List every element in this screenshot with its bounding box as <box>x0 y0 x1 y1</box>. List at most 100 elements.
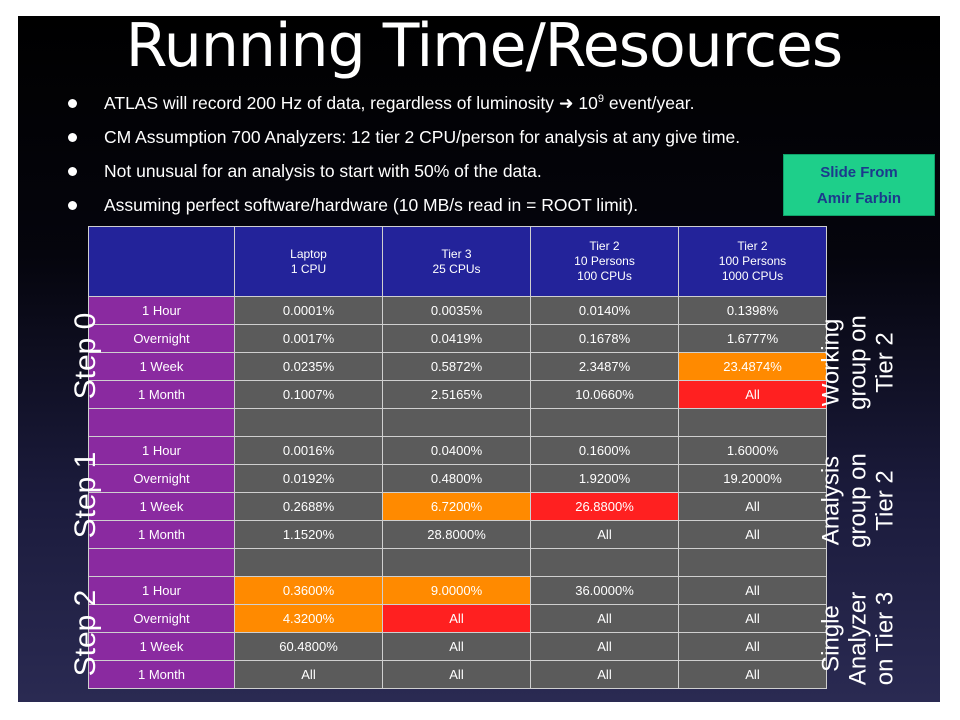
column-header: Tier 2 100 Persons 1000 CPUs <box>678 226 827 297</box>
exponent: 9 <box>597 93 604 106</box>
table-cell: 0.0419% <box>382 324 531 353</box>
row-label: Overnight <box>88 464 235 493</box>
group-label-line: Working <box>817 318 845 407</box>
table-cell: 0.0192% <box>234 464 383 493</box>
table-cell: 0.0235% <box>234 352 383 381</box>
table-row: 1 Month All All All All <box>88 660 827 689</box>
table-cell: 0.0140% <box>530 296 679 325</box>
table-cell: All <box>678 520 827 549</box>
table-cell: All <box>530 604 679 633</box>
table-cell <box>530 408 679 437</box>
table-row: 1 Week 0.0235% 0.5872% 2.3487% 23.4874% <box>88 352 827 381</box>
resource-table: Laptop 1 CPU Tier 3 25 CPUs Tier 2 10 Persons… <box>88 226 827 689</box>
row-label: 1 Hour <box>88 436 235 465</box>
table-cell: 23.4874% <box>678 352 827 381</box>
table-cell: 36.0000% <box>530 576 679 605</box>
group-label: Working group on Tier 2 <box>818 293 899 433</box>
row-label <box>88 408 235 437</box>
row-label <box>88 548 235 577</box>
row-label: Overnight <box>88 324 235 353</box>
table-cell: 6.7200% <box>382 492 531 521</box>
table-cell: All <box>530 632 679 661</box>
table-header-row: Laptop 1 CPU Tier 3 25 CPUs Tier 2 10 Persons… <box>88 226 827 297</box>
table-cell: 0.0001% <box>234 296 383 325</box>
column-header-line: 100 CPUs <box>577 269 632 283</box>
column-header-line: 25 CPUs <box>432 261 481 276</box>
row-label: 1 Week <box>88 492 235 521</box>
group-label: Analysis group on Tier 2 <box>818 431 899 571</box>
column-header-line: 1000 CPUs <box>721 269 784 283</box>
bullet-text: CM Assumption 700 Analyzers: 12 tier 2 C… <box>104 127 741 147</box>
table-cell <box>382 548 531 577</box>
table-cell: 28.8000% <box>382 520 531 549</box>
table-cell: 9.0000% <box>382 576 531 605</box>
table-cell: 4.3200% <box>234 604 383 633</box>
group-label-line: on Tier 3 <box>871 591 899 686</box>
table-cell: 0.1398% <box>678 296 827 325</box>
table-cell <box>382 408 531 437</box>
table-cell: 0.4800% <box>382 464 531 493</box>
column-header: Tier 3 25 CPUs <box>382 226 531 297</box>
table-cell <box>234 548 383 577</box>
bullet-text: ATLAS will record 200 Hz of data, regard… <box>104 93 559 113</box>
table-cell: 0.0017% <box>234 324 383 353</box>
column-header-line: 1 CPU <box>290 261 327 276</box>
table-cell <box>678 408 827 437</box>
table-cell: 0.1007% <box>234 380 383 409</box>
table-cell <box>530 548 679 577</box>
row-label: 1 Week <box>88 352 235 381</box>
table-row: 1 Month 0.1007% 2.5165% 10.0660% All <box>88 380 827 409</box>
table-cell: 0.1600% <box>530 436 679 465</box>
bullet-item: CM Assumption 700 Analyzers: 12 tier 2 C… <box>58 120 918 154</box>
table-cell: All <box>530 660 679 689</box>
table-cell: All <box>678 660 827 689</box>
table-cell: 2.3487% <box>530 352 679 381</box>
bullet-text: Not unusual for an analysis to start wit… <box>104 161 542 181</box>
table-cell <box>234 408 383 437</box>
table-cell: All <box>678 632 827 661</box>
bullet-item: Not unusual for an analysis to start wit… <box>58 154 918 188</box>
table-row: Overnight 4.3200% All All All <box>88 604 827 633</box>
column-header-line: Tier 2 <box>737 239 768 253</box>
step-label: Step 2 <box>69 589 102 677</box>
step-label: Step 0 <box>69 312 102 400</box>
table-cell: All <box>678 576 827 605</box>
table-cell: 10.0660% <box>530 380 679 409</box>
column-header-line: Tier 3 <box>441 246 472 261</box>
table-cell <box>678 548 827 577</box>
group-label: Single Analyzer on Tier 3 <box>818 569 899 703</box>
bullet-item: Assuming perfect software/hardware (10 M… <box>58 188 918 222</box>
group-label-line: Analyzer <box>844 591 872 686</box>
table-row: 1 Week 60.4800% All All All <box>88 632 827 661</box>
table-cell: All <box>382 660 531 689</box>
table-cell: 0.0035% <box>382 296 531 325</box>
table-cell: 0.5872% <box>382 352 531 381</box>
source-note: Slide From Amir Farbin <box>783 154 935 216</box>
table-cell: 2.5165% <box>382 380 531 409</box>
row-label: 1 Month <box>88 660 235 689</box>
row-label: 1 Month <box>88 520 235 549</box>
group-label-line: Tier 2 <box>871 332 899 393</box>
bullet-dot-icon <box>68 133 77 142</box>
bullet-dot-icon <box>68 167 77 176</box>
table-cell: All <box>678 492 827 521</box>
column-header-line: Tier 2 <box>589 239 620 253</box>
table-cell: 1.6777% <box>678 324 827 353</box>
row-label: 1 Hour <box>88 576 235 605</box>
table-row: 1 Month 1.1520% 28.8000% All All <box>88 520 827 549</box>
table-cell: 1.6000% <box>678 436 827 465</box>
table-cell: 26.8800% <box>530 492 679 521</box>
table-cell: 0.2688% <box>234 492 383 521</box>
group-label-line: Single <box>817 605 845 672</box>
bullet-dot-icon <box>68 201 77 210</box>
slide-title: Running Time/Resources <box>125 16 843 81</box>
table-cell: All <box>530 520 679 549</box>
table-cell: 0.3600% <box>234 576 383 605</box>
bullet-item: ATLAS will record 200 Hz of data, regard… <box>58 86 918 120</box>
table-cell: All <box>382 604 531 633</box>
row-label: 1 Hour <box>88 296 235 325</box>
table-cell: 1.9200% <box>530 464 679 493</box>
table-row: Overnight 0.0192% 0.4800% 1.9200% 19.2000% <box>88 464 827 493</box>
table-row: 1 Week 0.2688% 6.7200% 26.8800% All <box>88 492 827 521</box>
step-label: Step 1 <box>69 451 102 539</box>
